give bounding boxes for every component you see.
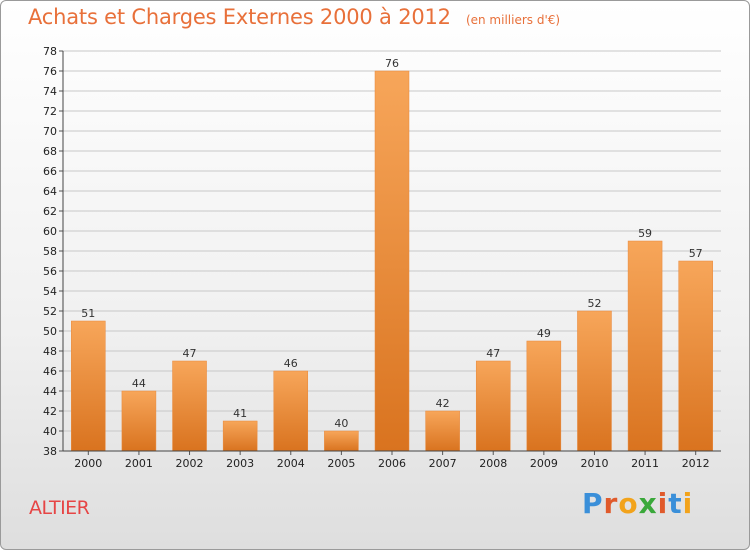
value-label: 57 xyxy=(689,247,703,260)
x-tick-label: 2007 xyxy=(429,457,457,470)
y-tick-label: 52 xyxy=(43,305,57,318)
y-tick-label: 64 xyxy=(43,185,57,198)
x-tick-label: 2003 xyxy=(226,457,254,470)
bar xyxy=(121,390,157,452)
y-tick-label: 38 xyxy=(43,445,57,458)
x-tick-label: 2009 xyxy=(530,457,558,470)
bar xyxy=(374,70,410,452)
y-tick-label: 46 xyxy=(43,365,57,378)
y-tick-label: 42 xyxy=(43,405,57,418)
value-label: 76 xyxy=(385,57,399,70)
x-axis-ticks: 2000 2001 2002 2003 2004 2005 2006 2007 2008 2009… xyxy=(74,451,710,470)
y-tick-label: 58 xyxy=(43,245,57,258)
bar xyxy=(627,240,663,452)
value-label: 59 xyxy=(638,227,652,240)
y-tick-label: 56 xyxy=(43,265,57,278)
proxiti-logo: Proxiti xyxy=(582,487,693,520)
y-axis-ticks: 38 40 42 44 46 48 50 52 54 56 58 60 62 64 66 68 70 72 74 76… xyxy=(43,45,63,458)
bar xyxy=(475,360,511,452)
value-label: 49 xyxy=(537,327,551,340)
value-label: 52 xyxy=(587,297,601,310)
logo-letter: t xyxy=(668,487,683,520)
value-label: 41 xyxy=(233,407,247,420)
y-tick-label: 62 xyxy=(43,205,57,218)
value-labels: 51 44 47 41 46 40 76 42 47 49 52 59 57 xyxy=(81,57,702,430)
y-tick-label: 68 xyxy=(43,145,57,158)
y-tick-label: 66 xyxy=(43,165,57,178)
chart-subtitle: (en milliers d'€) xyxy=(465,13,561,27)
x-tick-label: 2000 xyxy=(74,457,102,470)
value-label: 47 xyxy=(486,347,500,360)
y-tick-label: 78 xyxy=(43,45,57,58)
x-tick-label: 2006 xyxy=(378,457,406,470)
axes xyxy=(62,51,721,452)
x-tick-label: 2004 xyxy=(277,457,305,470)
x-tick-label: 2010 xyxy=(580,457,608,470)
bar xyxy=(222,420,258,452)
logo-letter: r xyxy=(603,487,619,520)
y-tick-label: 44 xyxy=(43,385,57,398)
y-tick-label: 72 xyxy=(43,105,57,118)
bar xyxy=(678,260,713,452)
logo-letter: i xyxy=(657,487,669,520)
value-label: 47 xyxy=(183,347,197,360)
commune-name: ALTIER xyxy=(29,497,90,519)
chart-title: Achats et Charges Externes 2000 à 2012 xyxy=(28,5,451,29)
y-tick-label: 76 xyxy=(43,65,57,78)
logo-letter: P xyxy=(582,487,604,520)
x-tick-label: 2005 xyxy=(327,457,355,470)
bar xyxy=(273,370,309,452)
x-tick-label: 2012 xyxy=(682,457,710,470)
logo-letter: x xyxy=(638,487,658,520)
value-label: 42 xyxy=(436,397,450,410)
bar xyxy=(324,430,359,452)
bar xyxy=(172,360,207,452)
y-tick-label: 50 xyxy=(43,325,57,338)
y-tick-label: 74 xyxy=(43,85,57,98)
y-tick-label: 40 xyxy=(43,425,57,438)
logo-letter: o xyxy=(618,487,639,520)
value-label: 46 xyxy=(284,357,298,370)
y-tick-label: 54 xyxy=(43,285,57,298)
value-label: 51 xyxy=(81,307,95,320)
x-tick-label: 2011 xyxy=(631,457,659,470)
bars xyxy=(71,70,713,452)
title-row: Achats et Charges Externes 2000 à 2012 (… xyxy=(28,5,560,29)
value-label: 40 xyxy=(334,417,348,430)
x-tick-label: 2001 xyxy=(125,457,153,470)
logo-letter: i xyxy=(682,487,694,520)
y-tick-label: 70 xyxy=(43,125,57,138)
y-tick-label: 60 xyxy=(43,225,57,238)
bar xyxy=(71,320,106,452)
bar xyxy=(577,310,612,452)
bar xyxy=(526,340,562,452)
bar xyxy=(425,410,460,452)
x-tick-label: 2002 xyxy=(176,457,204,470)
y-tick-label: 48 xyxy=(43,345,57,358)
value-label: 44 xyxy=(132,377,146,390)
x-tick-label: 2008 xyxy=(479,457,507,470)
